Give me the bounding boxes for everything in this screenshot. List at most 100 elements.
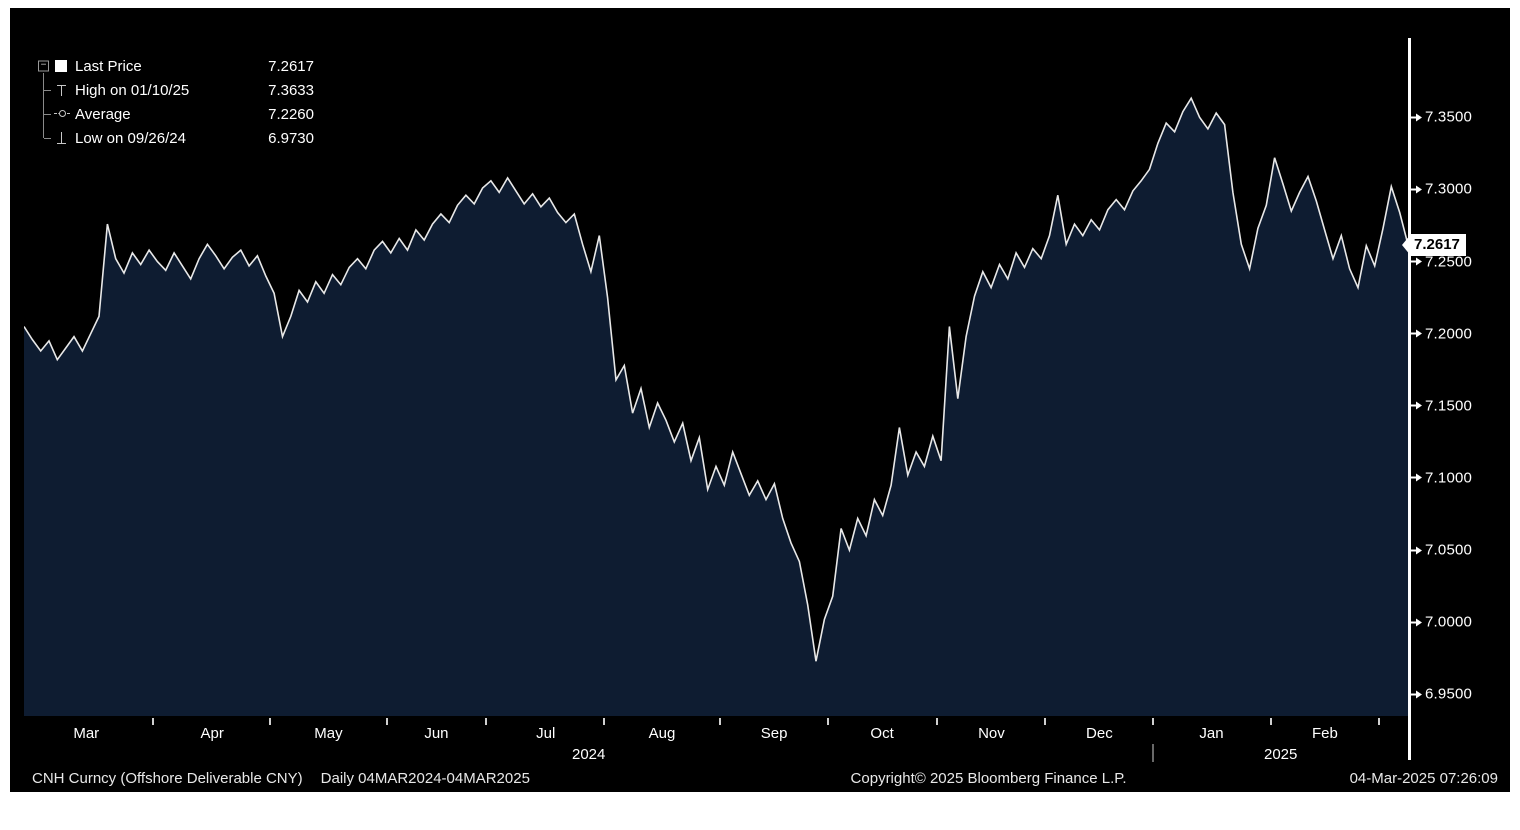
- y-axis-tick: 7.2000: [1408, 325, 1472, 342]
- legend-item[interactable]: Last Price 7.2617: [38, 54, 314, 79]
- legend-item[interactable]: High on 01/10/25 7.3633: [38, 77, 314, 103]
- y-axis-label: 7.2000: [1425, 325, 1473, 343]
- x-axis: Mar Apr May Jun Jul Aug Sep Oct Nov Dec Jan Feb: [24, 718, 1408, 744]
- tick-arrow-icon: [1416, 329, 1422, 338]
- y-axis-label: 7.1500: [1425, 397, 1473, 415]
- x-axis-tick: [602, 718, 605, 725]
- tick-arrow-icon: [1416, 618, 1422, 627]
- legend-item[interactable]: Low on 09/26/24 6.9730: [38, 125, 314, 150]
- legend-value: 7.2260: [268, 105, 314, 123]
- last-price-value: 7.2617: [1411, 233, 1466, 256]
- x-axis-tick: [1044, 718, 1047, 725]
- tick-arrow-icon: [1416, 690, 1422, 699]
- y-axis-tick: 7.2500: [1408, 253, 1472, 270]
- x-axis-month-label: Mar: [73, 725, 100, 742]
- y-axis-tick: 7.0000: [1408, 614, 1472, 631]
- legend-value: 7.2617: [268, 57, 314, 75]
- status-bar: CNH Curncy (Offshore Deliverable CNY) Dai…: [24, 768, 1500, 790]
- x-axis-year-label: 2025: [1263, 746, 1298, 763]
- y-axis: 7.3500 7.3000 7.2500 7.2000 7.1500 7.1000 7.05…: [1408, 38, 1508, 716]
- legend-value: 7.3633: [268, 81, 314, 99]
- y-axis-label: 7.0000: [1425, 613, 1473, 631]
- tick-mark: [1408, 549, 1416, 552]
- x-axis-tick: [1269, 718, 1272, 725]
- bloomberg-chart-panel: Last Price 7.2617 High on 01/10/25 7.3633 Av…: [10, 8, 1510, 792]
- x-axis-month-label: Dec: [1086, 725, 1113, 742]
- x-axis-month-label: Oct: [870, 725, 894, 742]
- x-axis-tick: [1377, 718, 1380, 725]
- y-axis-tick: 7.0500: [1408, 542, 1472, 559]
- y-axis-tick: 7.3000: [1408, 181, 1472, 198]
- average-marker-icon: [54, 106, 70, 122]
- price-line: [24, 96, 1408, 662]
- tick-arrow-icon: [1416, 113, 1422, 122]
- tick-mark: [1408, 116, 1416, 119]
- x-axis-tick: [1152, 718, 1155, 725]
- tick-arrow-icon: [1416, 401, 1422, 410]
- y-axis-label: 6.9500: [1425, 685, 1473, 703]
- legend-label: Low on 09/26/24: [75, 129, 186, 147]
- x-axis-tick: [936, 718, 939, 725]
- x-axis-tick: [827, 718, 830, 725]
- legend-label: Last Price: [75, 57, 142, 75]
- tick-mark: [1408, 188, 1416, 191]
- y-axis-line: [1408, 38, 1411, 760]
- tick-arrow-icon: [1416, 257, 1422, 266]
- tick-mark: [1408, 693, 1416, 696]
- high-whisker-icon: [54, 82, 70, 98]
- tick-arrow-icon: [1416, 185, 1422, 194]
- year-divider-tick: [1152, 744, 1154, 762]
- price-chart-plot-area[interactable]: Last Price 7.2617 High on 01/10/25 7.3633 Av…: [24, 38, 1408, 716]
- y-axis-tick: 6.9500: [1408, 686, 1472, 703]
- y-axis-label: 7.0500: [1425, 541, 1473, 559]
- instrument-name: CNH Curncy (Offshore Deliverable CNY): [32, 770, 303, 787]
- y-axis-label: 7.3000: [1425, 180, 1473, 198]
- x-axis-tick: [485, 718, 488, 725]
- y-axis-tick: 7.3500: [1408, 109, 1472, 126]
- x-axis-month-label: Sep: [760, 725, 788, 742]
- x-axis-tick: [151, 718, 154, 725]
- timestamp: 04-Mar-2025 07:26:09: [1349, 770, 1498, 787]
- x-axis-tick: [269, 718, 272, 725]
- legend-label: High on 01/10/25: [75, 81, 190, 99]
- y-axis-tick: 7.1000: [1408, 469, 1472, 486]
- legend-item[interactable]: Average 7.2260: [38, 101, 314, 127]
- date-range: Daily 04MAR2024-04MAR2025: [320, 770, 530, 787]
- legend-value: 6.9730: [268, 129, 314, 147]
- x-axis-month-label: Jan: [1199, 725, 1224, 742]
- y-axis-label: 7.2500: [1425, 253, 1473, 271]
- tick-arrow-icon: [1416, 546, 1422, 555]
- x-axis-tick: [385, 718, 388, 725]
- x-axis-month-label: Feb: [1312, 725, 1338, 742]
- tree-line: [38, 101, 54, 127]
- x-axis-month-label: Jul: [536, 725, 556, 742]
- x-axis-month-label: Nov: [978, 725, 1005, 742]
- price-chart-svg: [24, 96, 1408, 716]
- last-price-arrow-icon: [1402, 233, 1411, 256]
- tick-mark: [1408, 332, 1416, 335]
- low-whisker-icon: [54, 130, 70, 146]
- tick-mark: [1408, 404, 1416, 407]
- y-axis-label: 7.3500: [1425, 108, 1473, 126]
- x-axis-year-label: 2024: [571, 746, 606, 763]
- x-axis-month-label: May: [314, 725, 343, 742]
- last-price-callout: 7.2617: [1402, 233, 1466, 256]
- x-axis-month-label: Apr: [200, 725, 224, 742]
- price-area-fill: [24, 98, 1408, 716]
- legend-label: Average: [75, 105, 131, 123]
- filled-square-icon: [54, 58, 70, 74]
- instrument-description: CNH Curncy (Offshore Deliverable CNY) Dai…: [32, 770, 530, 787]
- x-axis-years: 2024 2025: [24, 744, 1408, 764]
- tick-mark: [1408, 260, 1416, 263]
- chart-legend: Last Price 7.2617 High on 01/10/25 7.3633 Av…: [38, 54, 314, 150]
- tick-arrow-icon: [1416, 473, 1422, 482]
- x-axis-month-label: Aug: [648, 725, 676, 742]
- tick-mark: [1408, 621, 1416, 624]
- tick-mark: [1408, 476, 1416, 479]
- x-axis-month-label: Jun: [424, 725, 449, 742]
- tree-line: [38, 77, 54, 103]
- y-axis-tick: 7.1500: [1408, 397, 1472, 414]
- copyright-text: Copyright© 2025 Bloomberg Finance L.P.: [850, 770, 1127, 787]
- y-axis-label: 7.1000: [1425, 469, 1473, 487]
- tree-collapse-icon[interactable]: [38, 54, 54, 79]
